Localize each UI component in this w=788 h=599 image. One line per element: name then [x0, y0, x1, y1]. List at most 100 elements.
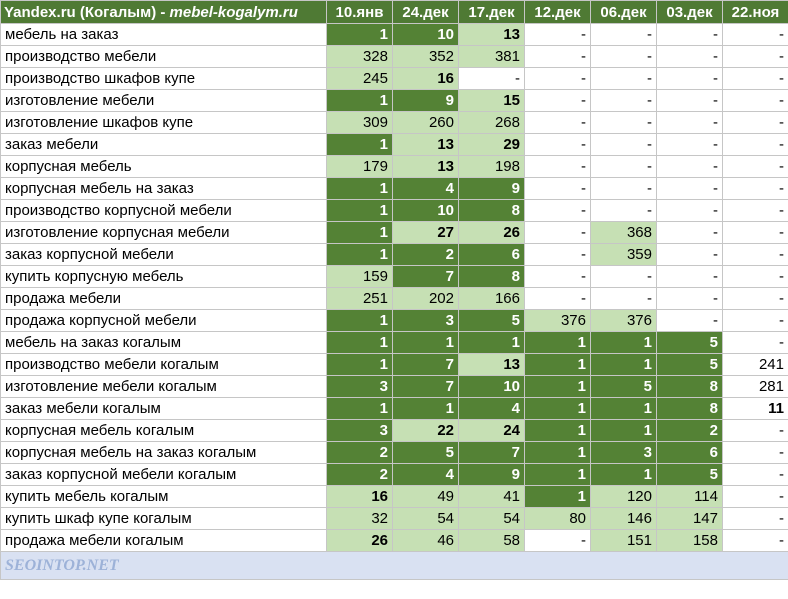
position-cell: 1 — [590, 397, 657, 420]
date-column-header: 22.ноя — [722, 0, 788, 24]
position-cell: 4 — [458, 397, 525, 420]
position-cell: - — [722, 199, 788, 222]
position-cell: - — [524, 23, 591, 46]
query-cell: изготовление шкафов купе — [0, 111, 327, 134]
query-cell: корпусная мебель на заказ когалым — [0, 441, 327, 464]
table-row: корпусная мебель на заказ когалым 2 5 7 1 3 6- — [0, 441, 788, 464]
position-cell: - — [524, 45, 591, 68]
position-cell: 5 — [392, 441, 459, 464]
table-row: производство шкафов купе 245 16- - - - - — [0, 67, 788, 90]
position-cell: 241 — [722, 353, 788, 376]
position-cell: 166 — [458, 287, 525, 310]
position-cell: - — [524, 89, 591, 112]
position-cell: - — [524, 67, 591, 90]
position-cell: 5 — [458, 309, 525, 332]
position-cell: 359 — [590, 243, 657, 266]
position-cell: - — [524, 155, 591, 178]
position-cell: 251 — [326, 287, 393, 310]
position-cell: 1 — [524, 463, 591, 486]
position-cell: 381 — [458, 45, 525, 68]
position-cell: 1 — [524, 375, 591, 398]
position-cell: 1 — [590, 463, 657, 486]
position-cell: 2 — [656, 419, 723, 442]
position-cell: 7 — [458, 441, 525, 464]
table-row: заказ мебели когалым 1 1 4 1 1 8 11 — [0, 397, 788, 420]
position-cell: 13 — [458, 23, 525, 46]
query-cell: производство корпусной мебели — [0, 199, 327, 222]
position-cell: - — [722, 155, 788, 178]
query-cell: изготовление мебели когалым — [0, 375, 327, 398]
query-cell: мебель на заказ — [0, 23, 327, 46]
position-cell: 202 — [392, 287, 459, 310]
position-cell: - — [656, 45, 723, 68]
position-cell: - — [590, 155, 657, 178]
position-cell: 6 — [656, 441, 723, 464]
table-row: мебель на заказ 1 10 13- - - - — [0, 23, 788, 46]
query-cell: заказ мебели — [0, 133, 327, 156]
position-cell: 29 — [458, 133, 525, 156]
position-cell: - — [524, 199, 591, 222]
position-cell: - — [722, 309, 788, 332]
position-cell: - — [722, 243, 788, 266]
position-cell: - — [722, 45, 788, 68]
position-cell: 114 — [656, 485, 723, 508]
position-cell: - — [722, 265, 788, 288]
table-row: изготовление шкафов купе 309 260 268- - - - — [0, 111, 788, 134]
position-cell: 1 — [326, 221, 393, 244]
position-cell: - — [656, 309, 723, 332]
position-cell: - — [722, 463, 788, 486]
position-cell: 4 — [392, 177, 459, 200]
position-cell: 1 — [326, 353, 393, 376]
position-cell: 1 — [326, 397, 393, 420]
position-cell: 6 — [458, 243, 525, 266]
query-cell: купить мебель когалым — [0, 485, 327, 508]
position-cell: - — [524, 265, 591, 288]
table-row: производство корпусной мебели 1 10 8- - - - — [0, 199, 788, 222]
position-cell: - — [722, 221, 788, 244]
position-cell: 1 — [524, 441, 591, 464]
position-cell: - — [656, 23, 723, 46]
position-cell: - — [722, 485, 788, 508]
position-cell: 260 — [392, 111, 459, 134]
query-cell: продажа корпусной мебели — [0, 309, 327, 332]
position-cell: - — [524, 177, 591, 200]
position-cell: - — [656, 67, 723, 90]
position-cell: - — [722, 529, 788, 552]
position-cell: - — [524, 221, 591, 244]
position-cell: 16 — [392, 67, 459, 90]
position-cell: 3 — [590, 441, 657, 464]
position-cell: 3 — [392, 309, 459, 332]
table-row: изготовление корпусная мебели 1 27 26-368- - — [0, 221, 788, 244]
position-cell: 245 — [326, 67, 393, 90]
position-cell: 7 — [392, 265, 459, 288]
table-row: корпусная мебель когалым 3 22 24 1 1 2- — [0, 419, 788, 442]
position-cell: 32 — [326, 507, 393, 530]
position-cell: 1 — [326, 309, 393, 332]
position-cell: - — [722, 177, 788, 200]
position-cell: 1 — [524, 397, 591, 420]
table-row: купить шкаф купе когалым 32 54 54 80 146 147- — [0, 507, 788, 530]
position-cell: - — [656, 89, 723, 112]
position-cell: - — [656, 155, 723, 178]
query-cell: заказ мебели когалым — [0, 397, 327, 420]
date-column-header: 10.янв — [326, 0, 393, 24]
position-cell: - — [656, 111, 723, 134]
position-cell: 1 — [326, 177, 393, 200]
position-cell: 10 — [392, 199, 459, 222]
date-column-header: 24.дек — [392, 0, 459, 24]
position-cell: 9 — [392, 89, 459, 112]
position-cell: 146 — [590, 507, 657, 530]
header-row: Yandex.ru (Когалым) - mebel-kogalym.ru 1… — [0, 0, 788, 24]
position-cell: - — [458, 67, 525, 90]
date-column-header: 03.дек — [656, 0, 723, 24]
position-cell: 1 — [392, 331, 459, 354]
position-cell: - — [656, 133, 723, 156]
table-row: производство мебели 328 352 381- - - - — [0, 45, 788, 68]
position-cell: 54 — [392, 507, 459, 530]
query-cell: продажа мебели когалым — [0, 529, 327, 552]
date-column-header: 12.дек — [524, 0, 591, 24]
position-cell: - — [722, 331, 788, 354]
position-cell: - — [656, 221, 723, 244]
position-cell: - — [590, 89, 657, 112]
position-cell: 8 — [458, 265, 525, 288]
